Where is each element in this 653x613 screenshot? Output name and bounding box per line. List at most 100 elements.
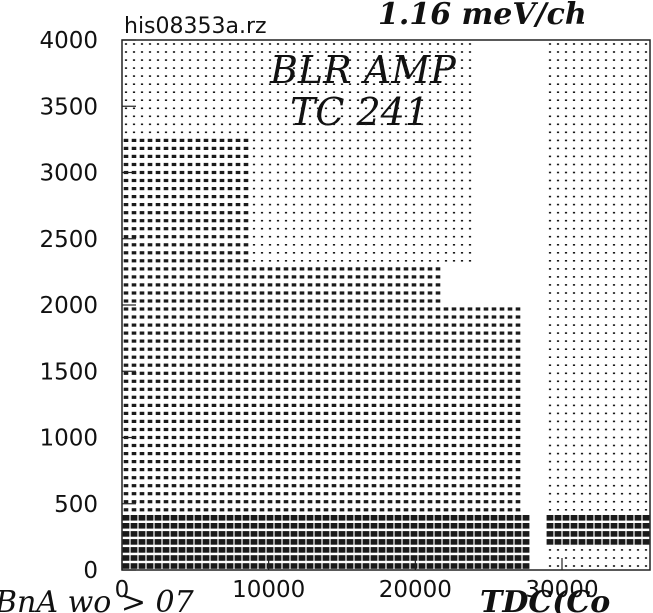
heatmap-cell [580, 155, 584, 158]
heatmap-cell [412, 244, 416, 246]
heatmap-cell [604, 131, 608, 134]
heatmap-cell [307, 371, 313, 375]
heatmap-cell [452, 187, 456, 190]
heatmap-cell [155, 291, 161, 295]
heatmap-cell [628, 179, 632, 182]
heatmap-cell [203, 211, 209, 215]
heatmap-cell [588, 51, 592, 53]
heatmap-cell [642, 523, 650, 529]
heatmap-cell [636, 147, 640, 150]
heatmap-cell [404, 123, 408, 126]
heatmap-cell [242, 547, 250, 553]
heatmap-cell [339, 403, 345, 407]
heatmap-cell [147, 307, 153, 311]
heatmap-cell [644, 468, 648, 471]
heatmap-cell [340, 211, 344, 214]
heatmap-cell [372, 219, 376, 222]
heatmap-cell [363, 331, 369, 335]
heatmap-cell [411, 363, 417, 367]
heatmap-cell [628, 388, 632, 391]
heatmap-cell [195, 195, 201, 199]
heatmap-cell [483, 355, 489, 359]
heatmap-cell [268, 187, 272, 190]
heatmap-cell [556, 171, 560, 174]
heatmap-cell [379, 307, 385, 311]
heatmap-cell [506, 547, 514, 553]
heatmap-cell [427, 331, 433, 335]
heatmap-cell [171, 460, 177, 464]
heatmap-cell [427, 419, 433, 423]
heatmap-cell [275, 395, 281, 399]
heatmap-cell [604, 107, 608, 110]
heatmap-cell [187, 387, 193, 391]
heatmap-cell [395, 339, 401, 343]
heatmap-cell [443, 492, 449, 496]
heatmap-cell [251, 476, 257, 480]
heatmap-cell [123, 468, 129, 472]
heatmap-cell [243, 395, 249, 399]
heatmap-cell [268, 227, 272, 230]
heatmap-cell [324, 203, 328, 206]
heatmap-cell [292, 67, 296, 69]
heatmap-cell [427, 387, 433, 391]
heatmap-cell [419, 443, 425, 448]
heatmap-cell [155, 347, 161, 351]
heatmap-cell [628, 476, 632, 479]
heatmap-cell [292, 244, 296, 246]
heatmap-cell [139, 484, 145, 488]
heatmap-cell [554, 539, 562, 545]
heatmap-cell [442, 547, 450, 553]
heatmap-cell [380, 260, 384, 262]
heatmap-cell [147, 275, 153, 279]
heatmap-cell [363, 299, 369, 303]
heatmap-cell [211, 468, 217, 472]
heatmap-cell [612, 244, 616, 246]
heatmap-cell [291, 476, 297, 480]
heatmap-cell [211, 267, 217, 271]
heatmap-cell [308, 219, 312, 222]
heatmap-cell [258, 515, 266, 521]
heatmap-cell [171, 347, 177, 351]
heatmap-cell [636, 179, 640, 182]
heatmap-cell [123, 227, 129, 231]
heatmap-cell [612, 364, 616, 366]
heatmap-cell [395, 492, 401, 496]
heatmap-cell [482, 539, 490, 545]
heatmap-cell [499, 500, 505, 504]
heatmap-cell [315, 387, 321, 391]
heatmap-cell [179, 323, 185, 327]
heatmap-cell [323, 443, 329, 448]
heatmap-cell [219, 187, 225, 191]
heatmap-cell [572, 452, 576, 455]
heatmap-cell [131, 484, 137, 488]
heatmap-cell [259, 500, 265, 504]
heatmap-cell [251, 387, 257, 391]
heatmap-cell [275, 492, 281, 496]
heatmap-cell [636, 324, 640, 326]
heatmap-cell [291, 427, 297, 432]
heatmap-cell [139, 275, 145, 279]
heatmap-cell [436, 59, 440, 61]
heatmap-cell [548, 364, 552, 366]
heatmap-cell [299, 315, 305, 319]
heatmap-cell [386, 563, 394, 569]
heatmap-cell [275, 307, 281, 311]
heatmap-cell [636, 139, 640, 142]
heatmap-cell [187, 379, 193, 383]
heatmap-cell [347, 331, 353, 335]
heatmap-cell [410, 515, 418, 521]
heatmap-cell [228, 131, 232, 134]
heatmap-cell [340, 252, 344, 254]
heatmap-cell [324, 107, 328, 110]
heatmap-cell [468, 171, 472, 174]
heatmap-cell [356, 260, 360, 262]
heatmap-cell [548, 340, 552, 342]
heatmap-cell [387, 395, 393, 399]
heatmap-cell [620, 91, 624, 93]
heatmap-cell [203, 138, 209, 142]
heatmap-cell [203, 347, 209, 351]
heatmap-cell [362, 539, 370, 545]
heatmap-cell [628, 492, 632, 495]
heatmap-cell [588, 396, 592, 399]
y-tick-label: 0 [83, 558, 98, 584]
